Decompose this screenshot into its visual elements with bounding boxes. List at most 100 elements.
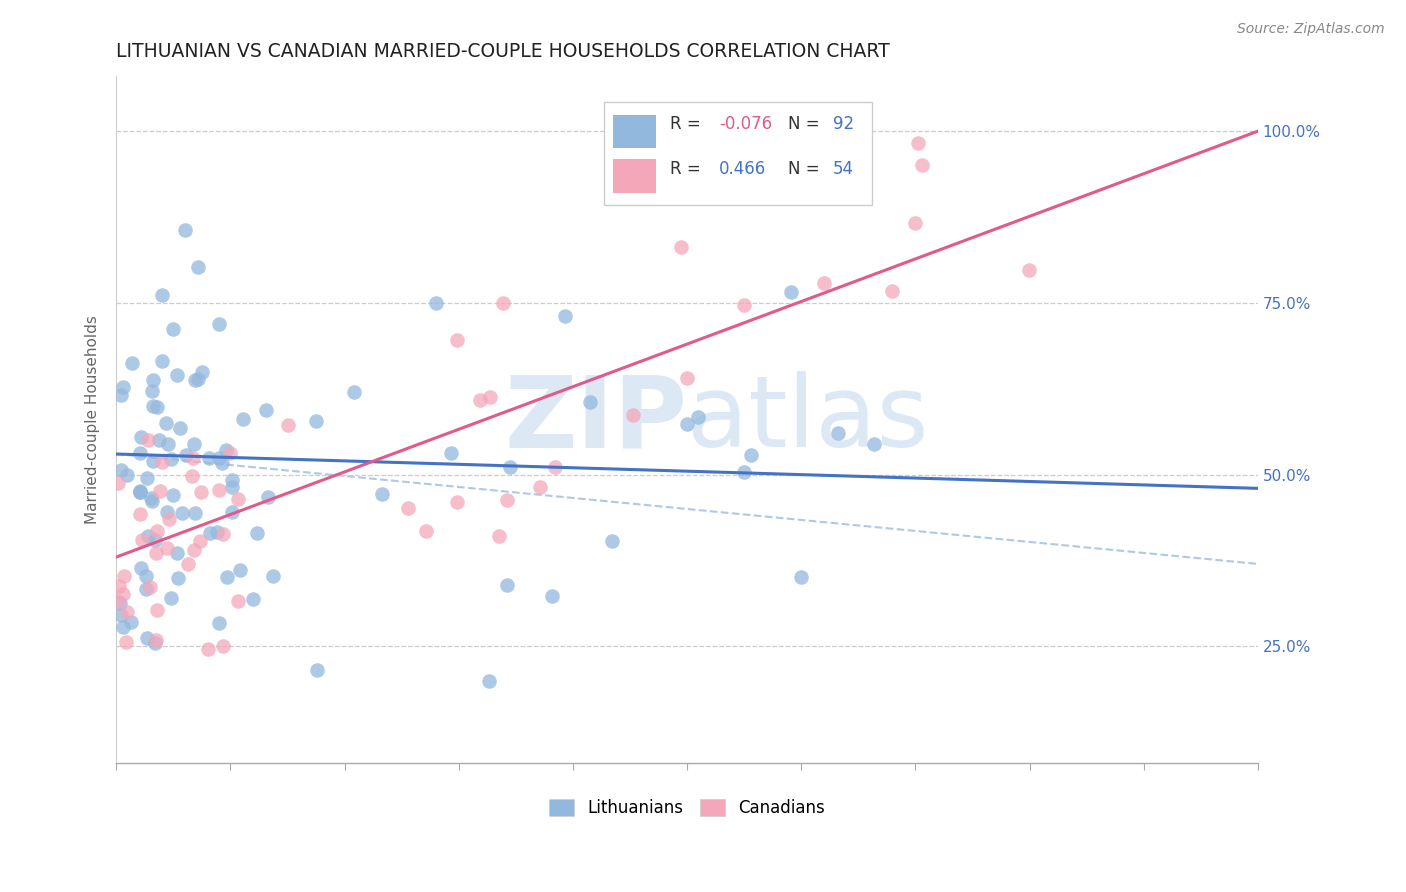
Point — [176, 558, 198, 572]
Point — [157, 512, 180, 526]
Point — [554, 309, 576, 323]
Legend: Lithuanians, Canadians: Lithuanians, Canadians — [543, 792, 832, 823]
Point — [733, 465, 755, 479]
Point — [425, 296, 447, 310]
Point — [342, 384, 364, 399]
Text: N =: N = — [787, 160, 824, 178]
Point — [108, 596, 131, 610]
Point — [208, 317, 231, 331]
Point — [139, 580, 162, 594]
Point — [166, 368, 188, 383]
Point — [139, 491, 162, 506]
Point — [499, 459, 522, 474]
Point — [863, 437, 886, 451]
Point — [217, 570, 239, 584]
Point — [110, 608, 132, 623]
Point — [215, 442, 238, 457]
Point — [105, 594, 128, 608]
Text: 92: 92 — [834, 115, 855, 133]
Point — [141, 384, 163, 398]
Point — [541, 590, 564, 604]
Point — [187, 372, 209, 386]
Point — [669, 240, 692, 254]
Point — [228, 563, 250, 577]
Point — [676, 417, 699, 431]
Point — [156, 437, 179, 451]
FancyBboxPatch shape — [613, 115, 657, 148]
Point — [145, 546, 167, 560]
Point — [115, 468, 138, 483]
Point — [221, 473, 243, 487]
Point — [150, 354, 173, 368]
Text: atlas: atlas — [688, 371, 929, 468]
Point — [143, 635, 166, 649]
Point — [880, 284, 903, 298]
Point — [205, 524, 228, 539]
Point — [155, 416, 177, 430]
Point — [148, 434, 170, 448]
Point — [150, 455, 173, 469]
Point — [780, 285, 803, 299]
Point — [491, 296, 513, 310]
Point — [129, 507, 152, 521]
Point — [212, 527, 235, 541]
Point — [115, 635, 138, 649]
Point — [254, 402, 277, 417]
Point — [621, 409, 644, 423]
FancyBboxPatch shape — [613, 160, 657, 193]
Point — [135, 632, 157, 646]
Point — [212, 639, 235, 653]
Text: -0.076: -0.076 — [718, 115, 772, 133]
Point — [180, 469, 202, 483]
Point — [187, 260, 209, 275]
Point — [904, 215, 927, 229]
Point — [115, 605, 138, 619]
Point — [121, 356, 143, 370]
Point — [135, 568, 157, 582]
Point — [174, 223, 197, 237]
Point — [167, 570, 190, 584]
Point — [159, 452, 181, 467]
Point — [136, 434, 159, 448]
Point — [141, 494, 163, 508]
Point — [257, 490, 280, 504]
Point — [211, 456, 233, 470]
Point — [911, 159, 934, 173]
Point — [162, 321, 184, 335]
Point — [578, 395, 600, 409]
Point — [141, 454, 163, 468]
Point — [245, 525, 267, 540]
Point — [111, 587, 134, 601]
Point — [208, 451, 231, 466]
Point — [184, 373, 207, 387]
Point — [740, 448, 762, 462]
Text: 54: 54 — [834, 160, 855, 178]
Point — [169, 420, 191, 434]
Point — [191, 365, 214, 379]
Point — [396, 501, 419, 516]
Point — [145, 633, 167, 648]
Point — [149, 483, 172, 498]
Point — [150, 287, 173, 301]
Point — [277, 417, 299, 432]
Text: LITHUANIAN VS CANADIAN MARRIED-COUPLE HOUSEHOLDS CORRELATION CHART: LITHUANIAN VS CANADIAN MARRIED-COUPLE HO… — [117, 42, 890, 61]
Point — [307, 664, 329, 678]
Point — [496, 578, 519, 592]
Text: R =: R = — [669, 115, 706, 133]
Point — [478, 673, 501, 688]
Text: Source: ZipAtlas.com: Source: ZipAtlas.com — [1237, 22, 1385, 37]
Point — [495, 492, 517, 507]
Text: R =: R = — [669, 160, 706, 178]
Point — [200, 525, 222, 540]
Point — [128, 485, 150, 500]
Point — [146, 603, 169, 617]
Point — [676, 370, 699, 384]
Point — [440, 445, 463, 459]
Point — [544, 459, 567, 474]
Y-axis label: Married-couple Households: Married-couple Households — [86, 315, 100, 524]
Point — [262, 569, 284, 583]
Point — [446, 333, 468, 347]
Point — [146, 401, 169, 415]
Point — [488, 529, 510, 543]
Point — [208, 615, 231, 630]
